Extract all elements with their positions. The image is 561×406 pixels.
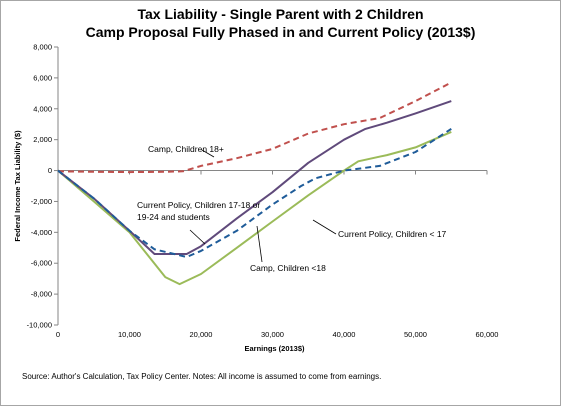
- annotation-leader-current_under17: [312, 219, 337, 235]
- series-lines: [57, 81, 452, 286]
- annotation-label-current_17_18: 19-24 and students: [137, 212, 210, 222]
- annotation-label-current_17_18: Current Policy, Children 17-18 or: [137, 200, 260, 210]
- x-tick-label: 30,000: [261, 330, 284, 339]
- x-tick-label: 10,000: [118, 330, 141, 339]
- y-tick-label: -10,000: [27, 321, 52, 330]
- y-tick-label: -6,000: [31, 259, 52, 268]
- x-tick-label: 50,000: [404, 330, 427, 339]
- series-line-current_17_18: [57, 100, 452, 255]
- series-line-camp_18plus: [57, 81, 452, 174]
- y-tick-label: -4,000: [31, 228, 52, 237]
- y-axis-title: Federal Income Tax Liability ($): [13, 130, 22, 242]
- y-tick-label: 6,000: [33, 73, 52, 82]
- x-tick-label: 20,000: [190, 330, 213, 339]
- y-tick-label: 0: [48, 166, 52, 175]
- y-tick-label: 2,000: [33, 135, 52, 144]
- annotations: Camp, Children 18+ Current Policy, Childr…: [137, 144, 447, 273]
- source-note: Source: Author's Calculation, Tax Policy…: [22, 372, 382, 381]
- x-tick-label: 0: [56, 330, 60, 339]
- y-tick-label: 4,000: [33, 104, 52, 113]
- annotation-label-camp_under18: Camp, Children <18: [250, 263, 326, 273]
- y-tick-label: 8,000: [33, 43, 52, 52]
- y-tick-label: -2,000: [31, 197, 52, 206]
- x-tick-label: 60,000: [476, 330, 499, 339]
- x-tick-label: 40,000: [333, 330, 356, 339]
- annotation-label-camp_18plus: Camp, Children 18+: [148, 144, 224, 154]
- chart-subtitle: Camp Proposal Fully Phased in and Curren…: [85, 24, 476, 40]
- series-line-current_under17: [57, 130, 452, 286]
- y-tick-label: -8,000: [31, 290, 52, 299]
- annotation-leader-camp_under18: [256, 225, 263, 263]
- annotation-label-current_under17: Current Policy, Children < 17: [338, 229, 447, 239]
- axes: 8,000 6,000 4,000 2,000 0 -2,000 -4,000 -6,000 -…: [13, 43, 498, 354]
- annotation-leader-current_17_18: [189, 229, 206, 245]
- chart-title: Tax Liability - Single Parent with 2 Chi…: [137, 6, 424, 22]
- x-axis-title: Earnings (2013$): [244, 344, 305, 353]
- annotation-leader-camp_18plus: [201, 149, 215, 158]
